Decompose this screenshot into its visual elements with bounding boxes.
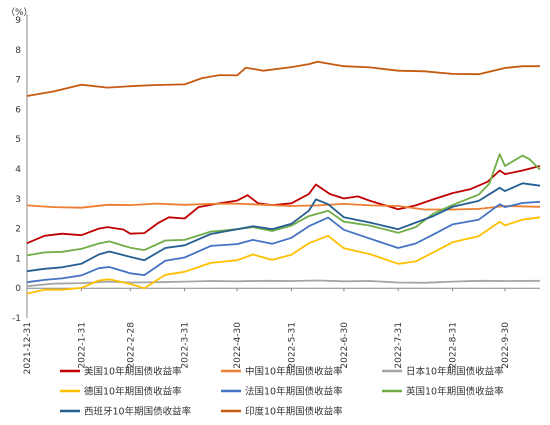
- y-tick-label: 8: [15, 46, 21, 56]
- y-tick-label: 3: [15, 195, 21, 205]
- y-tick-label: 2: [15, 225, 21, 235]
- x-tick-label: 2022-1-31: [77, 322, 87, 369]
- legend-label: 印度10年期国债收益率: [245, 406, 343, 418]
- x-axis-ticks: 2021-12-31 2022-1-31 2022-2-28 2022-3-31 202…: [23, 288, 511, 374]
- x-tick-label: 2022-7-31: [394, 322, 404, 369]
- legend-label: 德国10年期国债收益率: [84, 386, 182, 398]
- series-lines: [26, 60, 541, 295]
- y-tick-label: 6: [15, 105, 21, 115]
- series-line: [26, 60, 540, 97]
- x-tick-label: 2022-8-31: [448, 322, 458, 369]
- y-tick-label: 4: [15, 165, 21, 175]
- legend-label: 英国10年期国债收益率: [406, 386, 504, 398]
- series-line: [26, 153, 541, 257]
- series-line: [26, 216, 541, 295]
- y-tick-label: 1: [15, 254, 21, 264]
- y-tick-label: 7: [15, 76, 21, 86]
- series-line: [26, 182, 541, 273]
- legend-label: 中国10年期国债收益率: [245, 366, 343, 378]
- legend-label: 美国10年期国债收益率: [84, 366, 182, 378]
- x-tick-label: 2022-5-31: [287, 322, 297, 369]
- x-tick-label: 2022-9-30: [501, 322, 511, 369]
- legend-label: 法国10年期国债收益率: [245, 386, 343, 398]
- y-tick-label: 5: [15, 135, 21, 145]
- y-tick-label: 0: [15, 284, 21, 294]
- x-tick-label: 2022-6-30: [340, 322, 350, 369]
- y-axis-unit-label: （%）: [6, 7, 33, 18]
- legend-label: 西班牙10年期国债收益率: [84, 406, 192, 418]
- y-tick-label: 9: [15, 16, 21, 26]
- y-tick-label: -1: [12, 314, 21, 324]
- axes: [26, 14, 540, 318]
- x-tick-label: 2022-2-28: [126, 322, 136, 369]
- series-line: [26, 279, 541, 287]
- x-tick-label: 2021-12-31: [23, 322, 33, 374]
- legend-label: 日本10年期国债收益率: [406, 366, 504, 378]
- x-tick-label: 2022-3-31: [181, 322, 191, 369]
- y-axis-ticks: -1 0 1 2 3 4 5 6 7 8 9: [12, 16, 21, 324]
- x-tick-label: 2022-4-30: [233, 322, 243, 369]
- series-line: [26, 200, 541, 284]
- legend: 美国10年期国债收益率 中国10年期国债收益率 日本10年期国债收益率德国10年期国…: [60, 366, 504, 418]
